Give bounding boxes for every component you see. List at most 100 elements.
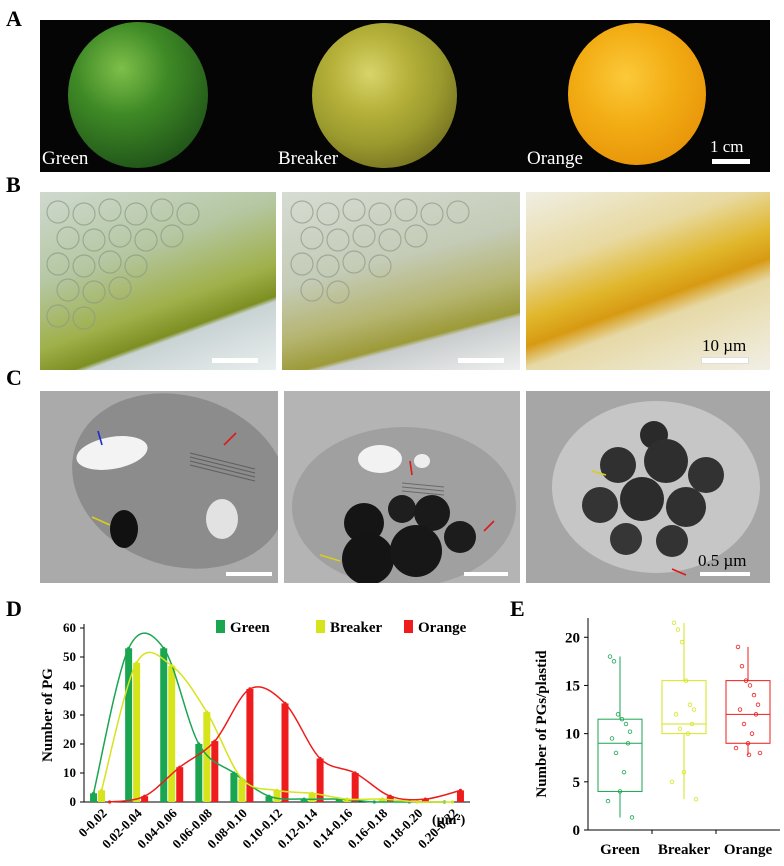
data-point-orange [753, 712, 759, 717]
cell-pattern [46, 198, 200, 330]
trend-point-breaker [450, 800, 455, 804]
data-point-breaker [679, 639, 685, 645]
trend-point-orange [107, 800, 112, 804]
red-arrow [483, 520, 495, 532]
trend-point-breaker [415, 800, 419, 804]
fruit-label-green: Green [42, 148, 89, 169]
data-point-green [613, 750, 619, 756]
bar-breaker [308, 793, 316, 802]
legend-label-breaker: Breaker [330, 620, 383, 636]
box-green [597, 718, 643, 792]
red-arrow [409, 460, 413, 476]
scale-bar-c2 [464, 572, 508, 576]
data-point-breaker [677, 726, 683, 732]
y-tick-label: 10 [565, 727, 580, 743]
orange-fruit-photo [568, 23, 706, 165]
y-tick-label: 0 [70, 794, 77, 809]
orange-tissue-micrograph: 10 µm [526, 192, 770, 370]
trend-point-green [197, 742, 201, 746]
y-tick-label: 5 [573, 775, 581, 791]
trend-point-green [232, 771, 236, 775]
scale-bar-a [712, 159, 750, 164]
trend-point-breaker [310, 791, 314, 795]
data-point-breaker [691, 707, 697, 712]
data-point-breaker [671, 620, 677, 626]
panel-label-b: B [6, 172, 21, 197]
bar-green [160, 648, 168, 802]
trend-point-orange [213, 739, 217, 743]
trend-line-breaker [100, 651, 453, 803]
y-axis-title: Number of PG [40, 668, 56, 762]
box-orange [725, 680, 771, 744]
trend-point-green [127, 646, 131, 650]
data-point-green [605, 798, 611, 804]
data-point-orange [757, 750, 763, 756]
bar-orange [246, 688, 254, 802]
x-tick-label: Breaker [658, 842, 711, 858]
panel-label-a: A [6, 6, 22, 31]
data-point-breaker [687, 702, 693, 707]
legend-swatch-breaker [316, 620, 325, 633]
x-axis-unit: (µm²) [432, 813, 466, 828]
bar-breaker [273, 790, 281, 802]
bar-breaker [168, 665, 176, 802]
x-tick-label: Green [600, 842, 640, 858]
data-point-breaker [689, 721, 695, 727]
data-point-breaker [675, 627, 681, 632]
bar-orange [456, 790, 464, 802]
data-point-breaker [673, 712, 679, 717]
tem-image [284, 391, 520, 583]
y-tick-label: 10 [63, 765, 76, 780]
trend-point-orange [353, 771, 357, 775]
green-plastid-tem [40, 391, 278, 583]
data-point-breaker [685, 731, 691, 736]
bar-green [125, 648, 133, 802]
y-tick-label: 30 [63, 707, 76, 722]
box-breaker [661, 680, 707, 735]
data-point-orange [739, 663, 745, 669]
data-point-green [615, 712, 621, 717]
bar-orange [176, 767, 184, 802]
orange-plastid-tem: 0.5 µm [526, 391, 770, 583]
trend-point-breaker [380, 797, 384, 801]
trend-point-green [302, 797, 306, 801]
panel-label-e: E [510, 596, 525, 621]
data-point-orange [749, 731, 755, 736]
scale-bar-b2 [458, 358, 504, 363]
pg-per-plastid-boxplot: 0 5 10 15 20 Number of PGs/plastid Green Breake… [534, 618, 780, 858]
trend-point-green [162, 646, 166, 650]
scale-label-c: 0.5 µm [698, 551, 747, 570]
data-point-orange [755, 702, 761, 707]
bar-orange [211, 741, 219, 802]
data-point-breaker [693, 796, 699, 802]
x-tick-label: Orange [724, 842, 773, 858]
bar-green [265, 796, 273, 802]
data-point-breaker [669, 779, 675, 785]
data-point-orange [745, 741, 751, 746]
data-point-green [629, 815, 635, 820]
red-arrow [671, 568, 687, 576]
data-point-orange [741, 721, 747, 727]
tem-image [526, 391, 770, 583]
data-point-green [627, 729, 633, 734]
data-point-orange [747, 683, 753, 688]
scale-bar-b3 [702, 358, 748, 363]
legend-swatch-green [216, 620, 225, 633]
breaker-tissue-micrograph [282, 192, 520, 370]
data-point-green [611, 659, 617, 664]
bar-orange [141, 796, 149, 802]
bar-green [230, 773, 238, 802]
data-point-green [617, 789, 623, 794]
data-point-green [609, 736, 615, 741]
trend-point-orange [283, 701, 287, 705]
data-point-green [623, 721, 629, 727]
data-point-green [625, 741, 631, 746]
bar-breaker [98, 790, 106, 802]
trend-point-orange [423, 797, 427, 801]
bar-green [195, 744, 203, 802]
breaker-plastid-tem [284, 391, 520, 583]
bar-breaker [238, 778, 246, 802]
scale-bar-b1 [212, 358, 258, 363]
trend-point-orange [388, 794, 392, 798]
